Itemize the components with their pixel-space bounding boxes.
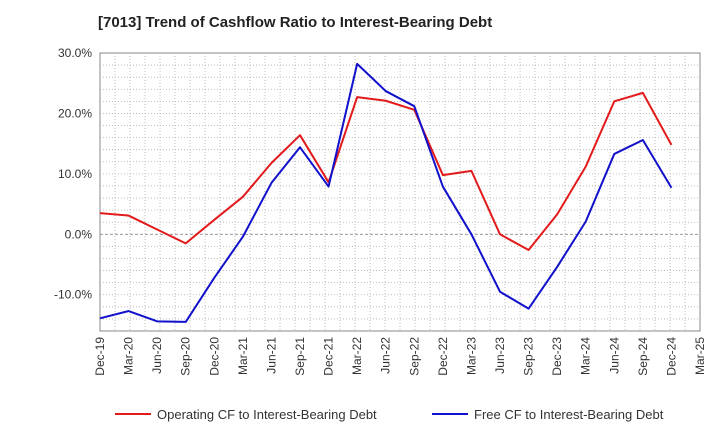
x-tick-label: Mar-21 — [236, 337, 250, 375]
x-tick-label: Dec-22 — [436, 337, 450, 376]
y-tick-label: 10.0% — [58, 167, 92, 181]
x-tick-label: Sep-20 — [179, 337, 193, 376]
x-tick-label: Mar-23 — [464, 337, 478, 375]
x-tick-label: Dec-24 — [664, 337, 678, 376]
x-tick-label: Dec-21 — [322, 337, 336, 376]
series-lines — [99, 62, 673, 323]
y-tick-label: 20.0% — [58, 106, 92, 120]
x-tick-label: Sep-23 — [522, 337, 536, 376]
x-tick-label: Mar-20 — [122, 337, 136, 375]
x-tick-label: Jun-21 — [264, 337, 278, 374]
x-tick-label: Dec-20 — [207, 337, 221, 376]
legend: Operating CF to Interest-Bearing Debt Fre… — [115, 407, 664, 422]
axes: 30.0% 20.0% 10.0% 0.0% -10.0% Dec-19 Mar-20 Jun… — [54, 46, 707, 376]
grid — [99, 52, 701, 332]
x-tick-label: Dec-23 — [550, 337, 564, 376]
chart-title: [7013] Trend of Cashflow Ratio to Intere… — [98, 14, 493, 31]
y-tick-label: -10.0% — [54, 288, 92, 302]
x-tick-label: Sep-21 — [293, 337, 307, 376]
legend-item: Free CF to Interest-Bearing Debt — [432, 407, 664, 422]
x-tick-label: Sep-24 — [636, 337, 650, 376]
legend-label: Operating CF to Interest-Bearing Debt — [157, 407, 377, 422]
x-tick-label: Jun-20 — [150, 337, 164, 374]
x-tick-label: Jun-24 — [607, 337, 621, 374]
x-tick-label: Sep-22 — [407, 337, 421, 376]
legend-label: Free CF to Interest-Bearing Debt — [474, 407, 664, 422]
x-tick-label: Mar-25 — [693, 337, 707, 375]
x-tick-label: Jun-23 — [493, 337, 507, 374]
x-tick-label: Dec-19 — [93, 337, 107, 376]
legend-item: Operating CF to Interest-Bearing Debt — [115, 407, 377, 422]
y-tick-label: 0.0% — [65, 227, 93, 241]
y-tick-label: 30.0% — [58, 46, 92, 60]
x-tick-label: Jun-22 — [379, 337, 393, 374]
x-tick-label: Mar-22 — [350, 337, 364, 375]
x-tick-label: Mar-24 — [579, 337, 593, 375]
